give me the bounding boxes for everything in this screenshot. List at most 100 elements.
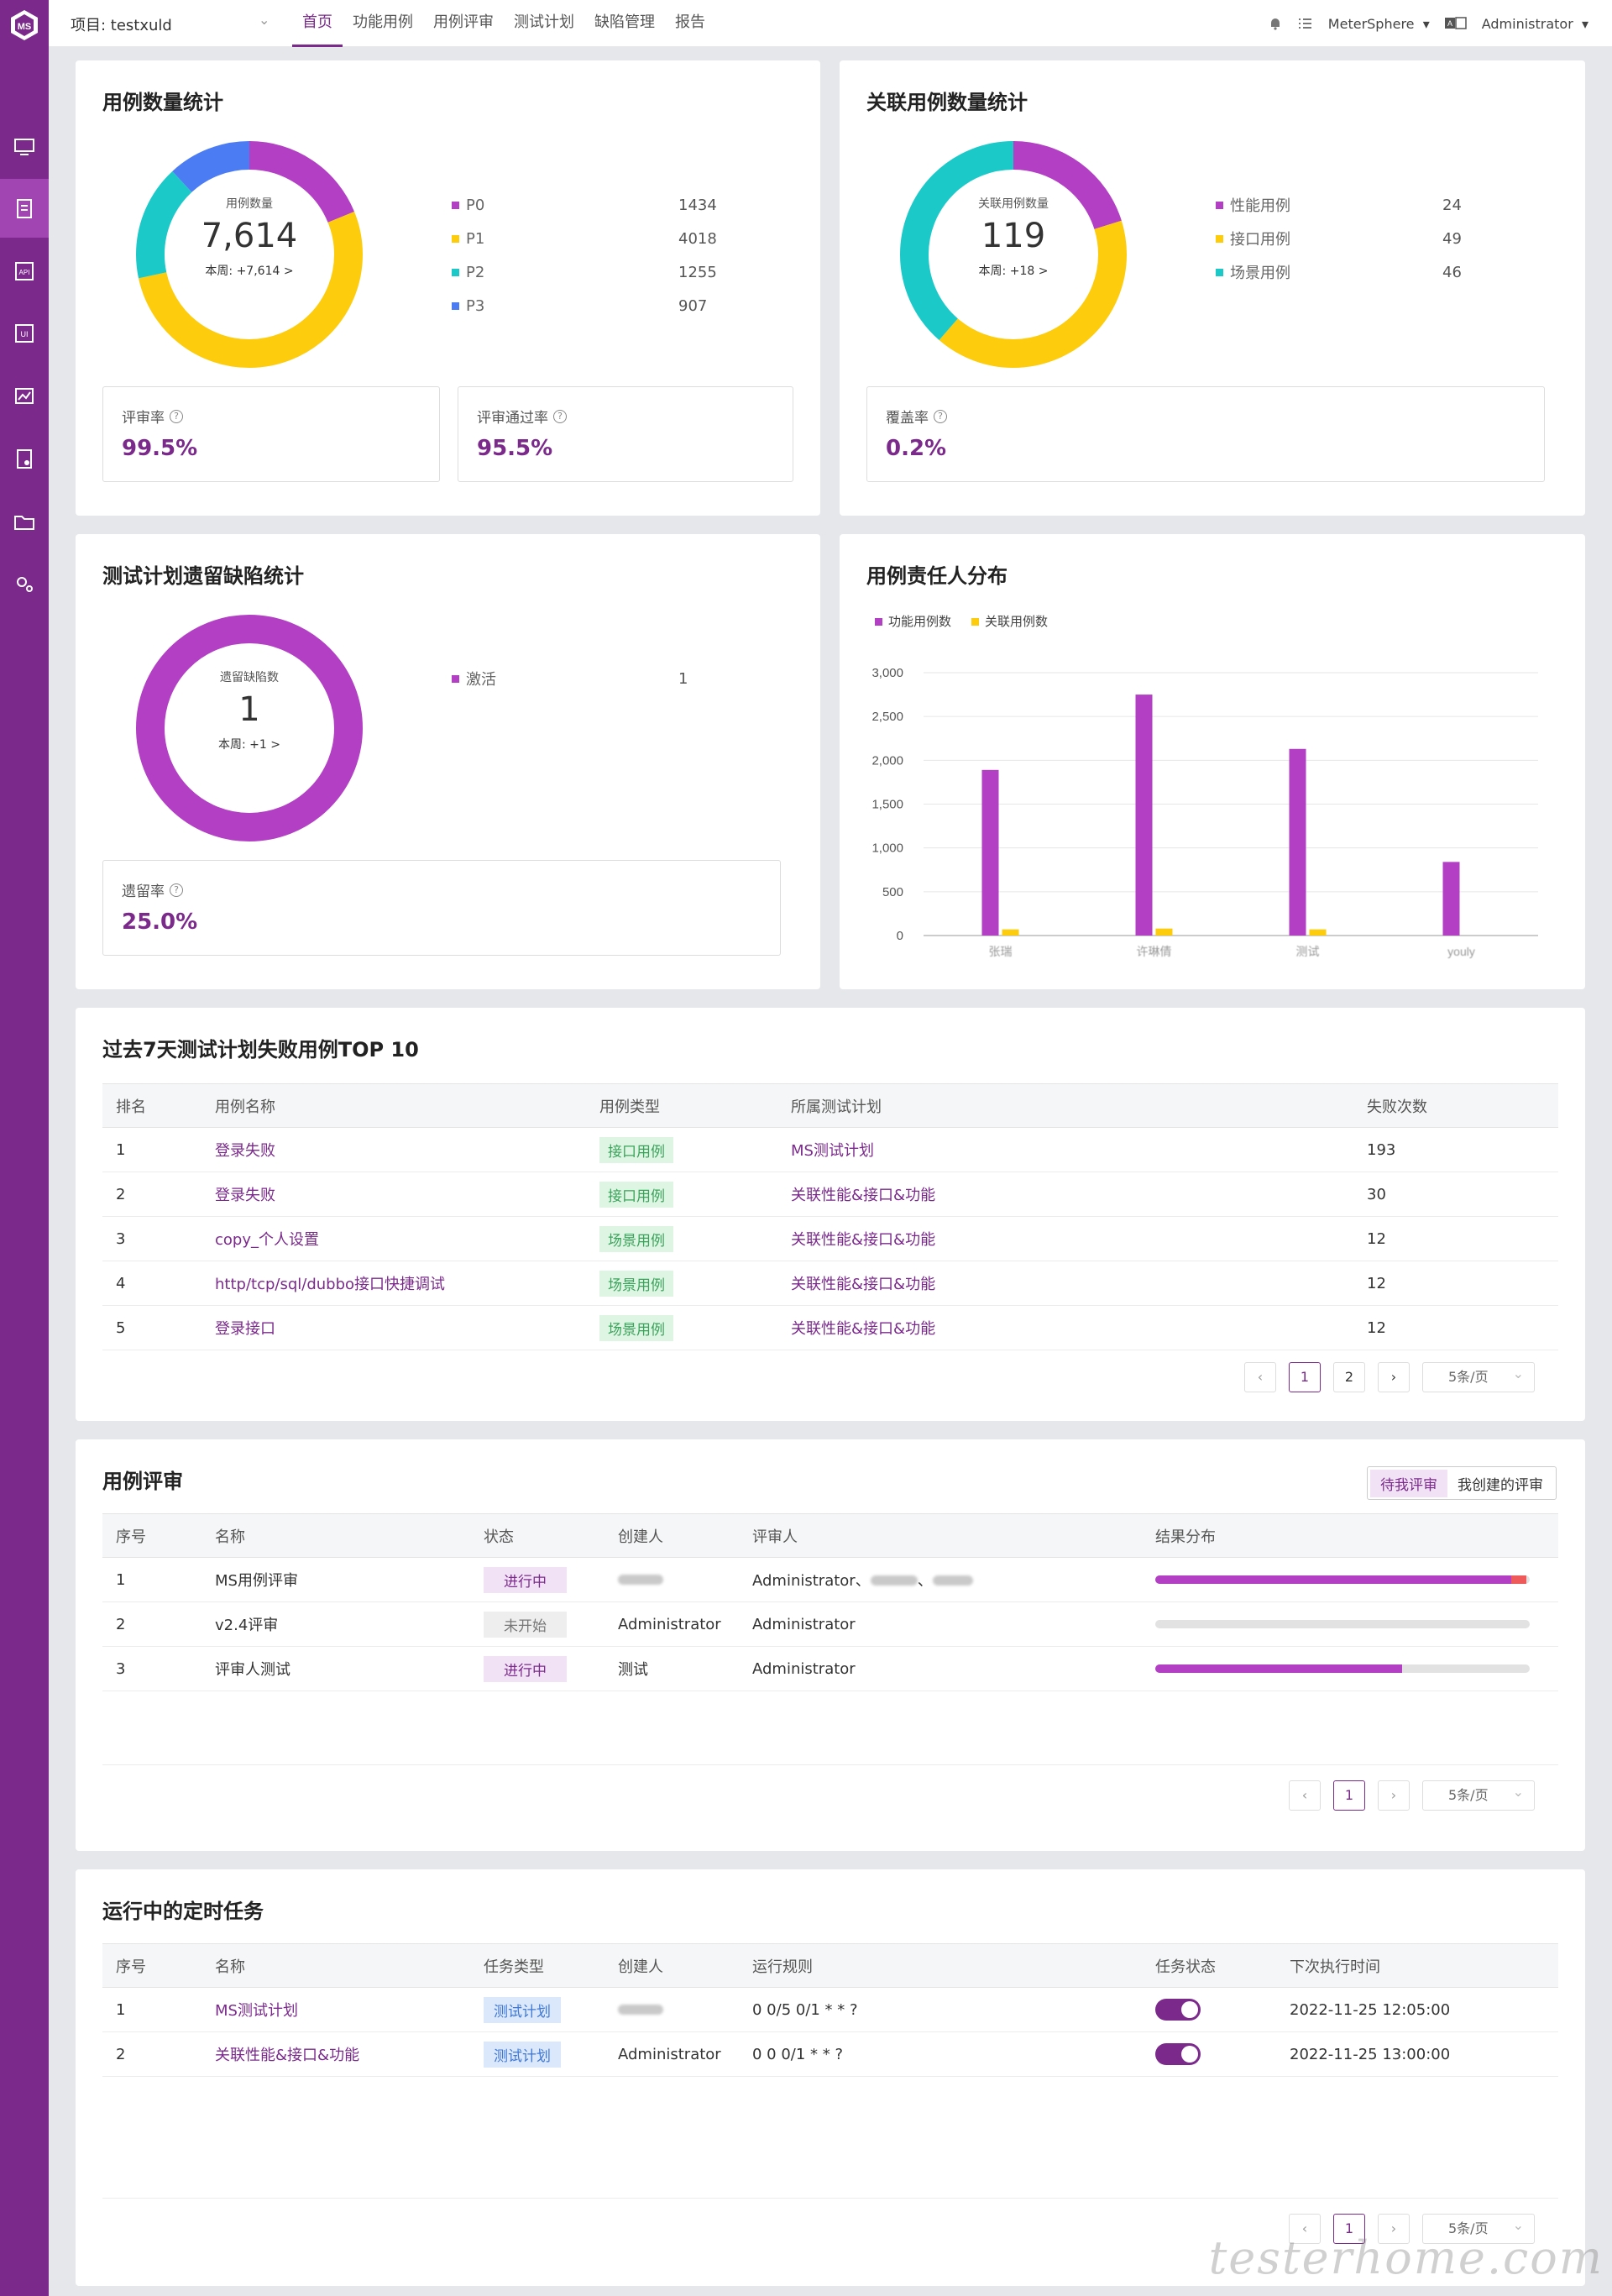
tab-pending-review[interactable]: 待我评审 <box>1370 1469 1447 1497</box>
sidebar-item-track[interactable] <box>0 179 49 238</box>
chevron-down-icon[interactable]: ⌄ <box>259 12 270 28</box>
bell-icon[interactable] <box>1268 16 1283 31</box>
legend-item: 场景用例 46 <box>1216 255 1493 289</box>
sidebar-item-ui[interactable]: UI <box>0 304 49 363</box>
help-icon[interactable]: ? <box>553 409 567 423</box>
y-tick-label: 0 <box>897 929 903 943</box>
nav-functional-case[interactable]: 功能用例 <box>353 13 413 31</box>
week-increase-link[interactable]: 本周: +7,614 > <box>205 265 294 278</box>
legend-item: 接口用例 49 <box>1216 222 1493 255</box>
fail-count-cell: 12 <box>1367 1216 1558 1261</box>
table-row[interactable]: 3 评审人测试 进行中 测试 Administrator <box>102 1646 1558 1691</box>
monitor-icon <box>14 139 34 155</box>
prev-page-button[interactable]: ‹ <box>1289 1780 1321 1811</box>
bar-related <box>1155 928 1173 936</box>
task-status-toggle[interactable] <box>1155 2043 1201 2065</box>
fail-count-cell: 193 <box>1367 1127 1558 1172</box>
case-type-tag: 接口用例 <box>599 1181 673 1208</box>
nav-home[interactable]: 首页 <box>292 0 343 47</box>
next-page-button[interactable]: › <box>1378 1780 1410 1811</box>
test-plan-link[interactable]: 关联性能&接口&功能 <box>791 1276 936 1293</box>
legend-name: 接口用例 <box>1230 231 1290 249</box>
metric-label-row: 评审率? <box>122 406 183 427</box>
reviewers-cell: Administrator <box>752 1646 1155 1691</box>
sidebar-item-settings[interactable] <box>0 554 49 613</box>
project-selector[interactable]: 项目: testxuld <box>71 17 172 34</box>
tab-my-created-review[interactable]: 我创建的评审 <box>1458 1476 1543 1494</box>
svg-text:API: API <box>19 269 30 276</box>
card-title: 用例数量统计 <box>102 91 223 114</box>
page-button-1[interactable]: 1 <box>1333 2214 1365 2244</box>
table-row[interactable]: 2 v2.4评审 未开始 Administrator Administrator <box>102 1601 1558 1647</box>
user-menu[interactable]: Administrator ▾ <box>1481 15 1588 32</box>
reviewer-text: Administrator、 <box>752 1572 871 1590</box>
prev-page-button[interactable]: ‹ <box>1244 1362 1276 1392</box>
legend: 性能用例 24 接口用例 49 场景用例 46 <box>1216 188 1493 289</box>
legend-swatch <box>452 674 459 683</box>
language-icon[interactable]: A <box>1444 17 1467 30</box>
legacy-rate-box: 遗留率? 25.0% <box>102 860 781 956</box>
sidebar-item-performance[interactable] <box>0 367 49 426</box>
test-plan-link[interactable]: 关联性能&接口&功能 <box>791 1187 936 1204</box>
page-size-select[interactable]: 5条/页 <box>1422 2211 1535 2244</box>
card-title: 测试计划遗留缺陷统计 <box>102 564 304 588</box>
donut-segment-api <box>900 141 1127 368</box>
task-name-link[interactable]: 关联性能&接口&功能 <box>215 2047 360 2064</box>
task-list-icon[interactable] <box>1298 16 1313 31</box>
test-plan-link[interactable]: 关联性能&接口&功能 <box>791 1231 936 1249</box>
next-run-time-cell: 2022-11-25 13:00:00 <box>1290 2031 1558 2077</box>
card-title: 关联用例数量统计 <box>866 91 1028 114</box>
table-row[interactable]: 1 MS用例评审 进行中 Administrator、、 <box>102 1557 1558 1602</box>
workspace-selector[interactable]: MeterSphere ▾ <box>1327 15 1430 32</box>
page-size-select[interactable]: 5条/页 <box>1422 1360 1535 1392</box>
help-icon[interactable]: ? <box>170 409 183 423</box>
week-increase-link[interactable]: 本周: +18 > <box>978 265 1049 278</box>
task-status-toggle[interactable] <box>1155 1999 1201 2021</box>
y-tick-label: 1,000 <box>871 841 903 856</box>
column-header: 名称 <box>215 1943 484 1988</box>
next-page-button[interactable]: › <box>1378 1362 1410 1392</box>
page-button-1[interactable]: 1 <box>1333 1780 1365 1811</box>
table-header-row: 序号 名称 任务类型 创建人 运行规则 任务状态 下次执行时间 <box>102 1943 1558 1988</box>
legend: P0 1434 P1 4018 P2 1255 P3 907 <box>452 188 729 322</box>
blurred-reviewer <box>870 1575 918 1586</box>
top-right-tools: MeterSphere ▾ A Administrator ▾ <box>1268 0 1588 47</box>
help-icon[interactable]: ? <box>934 409 947 423</box>
donut-value: 1 <box>238 690 260 729</box>
case-name-link[interactable]: 登录失败 <box>215 1142 275 1160</box>
sidebar-item-api[interactable]: API <box>0 242 49 301</box>
defect-card: 测试计划遗留缺陷统计 遗留缺陷数 1 本周: +1 > 激活 1 遗留率? 25.… <box>76 534 820 989</box>
task-name-link[interactable]: MS测试计划 <box>215 2002 298 2020</box>
owner-bar-chart: 功能用例数 关联用例数 3,000 2,500 2,000 1,500 1,000 500 0 张… <box>871 615 1538 958</box>
page-size-select[interactable]: 5条/页 <box>1422 1778 1535 1811</box>
case-name-link[interactable]: http/tcp/sql/dubbo接口快捷调试 <box>215 1276 446 1293</box>
metersphere-logo[interactable]: MS <box>8 8 41 42</box>
sidebar-item-project[interactable] <box>0 492 49 551</box>
case-name-link[interactable]: 登录接口 <box>215 1320 275 1338</box>
nav-defect[interactable]: 缺陷管理 <box>594 13 655 31</box>
next-page-button[interactable]: › <box>1378 2214 1410 2244</box>
nav-report[interactable]: 报告 <box>675 13 705 31</box>
test-plan-link[interactable]: MS测试计划 <box>791 1142 874 1160</box>
sidebar-item-workstation[interactable] <box>0 118 49 176</box>
legend-item: 性能用例 24 <box>1216 188 1493 222</box>
sidebar-item-report[interactable] <box>0 429 49 488</box>
blurred-creator <box>618 1574 663 1585</box>
week-increase-link[interactable]: 本周: +1 > <box>218 738 280 752</box>
page-button-1[interactable]: 1 <box>1289 1362 1321 1392</box>
test-plan-link[interactable]: 关联性能&接口&功能 <box>791 1320 936 1338</box>
related-count-donut <box>900 141 1127 368</box>
prev-page-button[interactable]: ‹ <box>1289 2214 1321 2244</box>
x-tick-label: 测试 <box>1296 945 1320 958</box>
page-button-2[interactable]: 2 <box>1333 1362 1365 1392</box>
case-name-link[interactable]: 登录失败 <box>215 1187 275 1204</box>
fail-top10-table: 排名 用例名称 用例类型 所属测试计划 失败次数 1 登录失败 接口用例 MS测试计划… <box>102 1083 1558 1350</box>
nav-test-plan[interactable]: 测试计划 <box>514 13 574 31</box>
case-name-link[interactable]: copy_个人设置 <box>215 1231 319 1249</box>
column-header: 运行规则 <box>752 1943 1155 1988</box>
legend-swatch <box>1216 201 1223 209</box>
nav-case-review[interactable]: 用例评审 <box>433 13 494 31</box>
help-icon[interactable]: ? <box>170 883 183 897</box>
legend-item: P0 1434 <box>452 188 729 222</box>
rank-cell: 5 <box>102 1305 215 1350</box>
